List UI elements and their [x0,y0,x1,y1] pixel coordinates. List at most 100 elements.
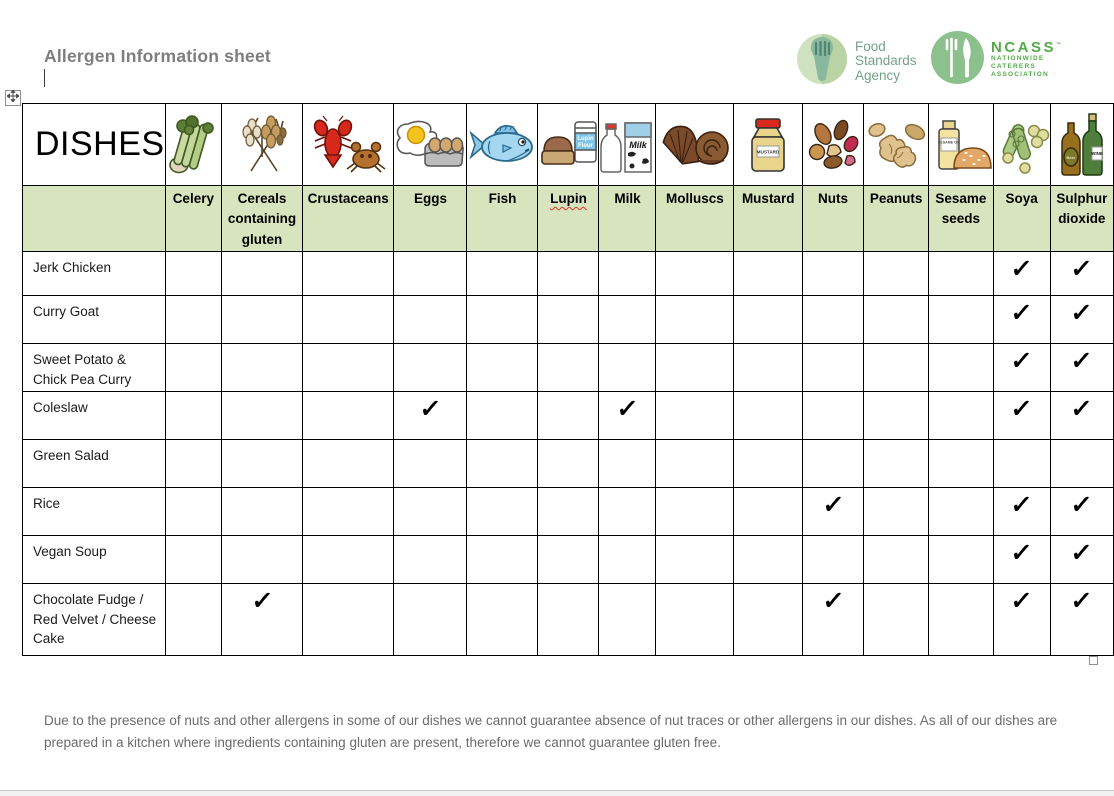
allergen-check-cell[interactable] [393,439,468,488]
allergen-check-cell[interactable] [466,251,539,296]
allergen-check-cell[interactable] [393,343,468,392]
allergen-check-cell[interactable] [862,439,930,488]
allergen-check-cell[interactable] [301,391,395,440]
allergen-check-cell[interactable] [733,251,803,296]
allergen-column-header[interactable]: Sesame seeds [928,185,994,252]
allergen-check-cell[interactable]: ✓ [1049,535,1114,584]
allergen-check-cell[interactable] [221,251,303,296]
allergen-check-cell[interactable] [801,391,864,440]
dish-name-cell[interactable]: Jerk Chicken [22,251,166,296]
dish-name-cell[interactable]: Coleslaw [22,391,166,440]
allergen-column-header[interactable]: Cereals containing gluten [221,185,303,252]
allergen-check-cell[interactable] [1049,439,1114,488]
allergen-check-cell[interactable] [301,439,395,488]
allergen-check-cell[interactable] [928,295,994,344]
allergen-check-cell[interactable] [655,391,735,440]
allergen-check-cell[interactable]: ✓ [1049,487,1114,536]
allergen-check-cell[interactable] [801,295,864,344]
allergen-check-cell[interactable] [164,295,223,344]
allergen-check-cell[interactable] [466,439,539,488]
allergen-check-cell[interactable]: ✓ [1049,295,1114,344]
allergen-check-cell[interactable] [221,343,303,392]
allergen-check-cell[interactable] [801,251,864,296]
allergen-check-cell[interactable] [598,487,657,536]
allergen-check-cell[interactable] [301,295,395,344]
allergen-check-cell[interactable] [221,295,303,344]
allergen-check-cell[interactable] [466,295,539,344]
allergen-check-cell[interactable] [301,343,395,392]
allergen-check-cell[interactable] [537,343,600,392]
allergen-check-cell[interactable] [733,295,803,344]
allergen-check-cell[interactable] [598,439,657,488]
allergen-check-cell[interactable]: ✓ [801,487,864,536]
allergen-check-cell[interactable] [537,391,600,440]
table-move-handle[interactable] [5,89,21,106]
allergen-check-cell[interactable] [655,295,735,344]
allergen-check-cell[interactable] [598,251,657,296]
allergen-check-cell[interactable] [862,391,930,440]
allergen-check-cell[interactable] [537,535,600,584]
allergen-check-cell[interactable] [928,439,994,488]
allergen-check-cell[interactable]: ✓ [992,583,1051,656]
allergen-column-header[interactable]: Celery [164,185,223,252]
allergen-check-cell[interactable] [862,487,930,536]
allergen-check-cell[interactable] [537,487,600,536]
allergen-check-cell[interactable] [164,251,223,296]
allergen-check-cell[interactable] [655,439,735,488]
allergen-icon-cell[interactable] [862,103,930,186]
dish-name-cell[interactable]: Chocolate Fudge / Red Velvet / Cheese Ca… [22,583,166,656]
allergen-icon-cell[interactable] [164,103,223,186]
allergen-check-cell[interactable]: ✓ [221,583,303,656]
allergen-check-cell[interactable] [466,583,539,656]
allergen-icon-cell[interactable]: Lupin Flour [537,103,600,186]
allergen-check-cell[interactable] [928,535,994,584]
allergen-check-cell[interactable] [733,535,803,584]
allergen-check-cell[interactable] [221,391,303,440]
allergen-check-cell[interactable] [393,487,468,536]
page-title[interactable]: Allergen Information sheet [44,46,271,66]
allergen-icon-cell[interactable]: SESAME OIL [928,103,994,186]
allergen-column-header[interactable]: Soya [992,185,1051,252]
allergen-check-cell[interactable] [862,343,930,392]
allergen-check-cell[interactable] [164,535,223,584]
allergen-check-cell[interactable] [733,343,803,392]
allergen-check-cell[interactable] [655,251,735,296]
dish-name-cell[interactable]: Vegan Soup [22,535,166,584]
allergen-check-cell[interactable] [598,295,657,344]
allergen-icon-cell[interactable]: Beer WINE [1049,103,1114,186]
allergen-check-cell[interactable] [164,583,223,656]
allergen-check-cell[interactable] [862,295,930,344]
allergen-check-cell[interactable] [733,583,803,656]
allergen-check-cell[interactable] [301,583,395,656]
allergen-check-cell[interactable] [164,343,223,392]
allergen-check-cell[interactable] [733,439,803,488]
allergen-check-cell[interactable] [862,251,930,296]
dish-name-cell[interactable]: Green Salad [22,439,166,488]
allergen-check-cell[interactable] [928,487,994,536]
allergen-column-header[interactable]: Fish [466,185,539,252]
allergen-column-header[interactable]: Sulphur dioxide [1049,185,1114,252]
allergen-check-cell[interactable] [862,583,930,656]
allergen-check-cell[interactable]: ✓ [992,343,1051,392]
allergen-check-cell[interactable] [466,487,539,536]
allergen-icon-cell[interactable] [655,103,735,186]
allergen-check-cell[interactable] [301,487,395,536]
allergen-check-cell[interactable] [164,439,223,488]
allergen-check-cell[interactable]: ✓ [1049,583,1114,656]
allergen-check-cell[interactable] [801,535,864,584]
allergen-icon-cell[interactable] [301,103,395,186]
allergen-check-cell[interactable] [801,343,864,392]
allergen-check-cell[interactable] [928,343,994,392]
allergen-check-cell[interactable] [537,439,600,488]
allergen-check-cell[interactable]: ✓ [992,535,1051,584]
allergen-check-cell[interactable] [655,487,735,536]
allergen-check-cell[interactable] [164,391,223,440]
allergen-check-cell[interactable] [733,391,803,440]
allergen-check-cell[interactable] [393,295,468,344]
allergen-check-cell[interactable] [655,583,735,656]
allergen-icon-cell[interactable] [466,103,539,186]
allergen-icon-cell[interactable] [992,103,1051,186]
allergen-check-cell[interactable]: ✓ [801,583,864,656]
allergen-check-cell[interactable] [655,343,735,392]
allergen-column-header[interactable]: Eggs [393,185,468,252]
